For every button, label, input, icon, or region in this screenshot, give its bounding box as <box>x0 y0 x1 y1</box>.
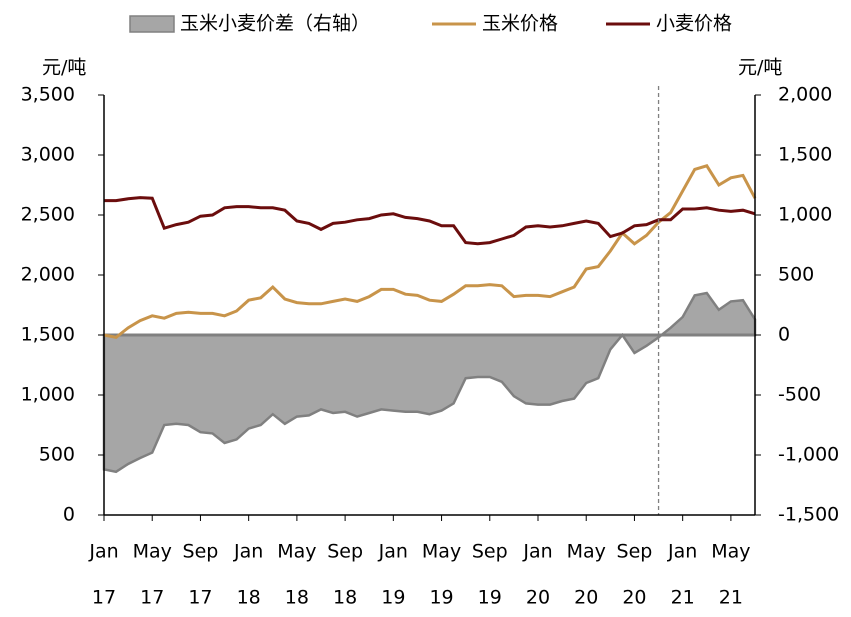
y-tick-label: 1,500 <box>21 324 75 346</box>
y2-tick-label: 1,500 <box>778 144 832 166</box>
line <box>103 164 757 340</box>
y2-unit-label: 元/吨 <box>738 57 782 79</box>
legend-label: 玉米价格 <box>482 13 558 35</box>
x-tick-label: May <box>133 541 172 563</box>
x-tick-label: Sep <box>327 541 363 563</box>
y2-tick-label: 500 <box>778 264 814 286</box>
y-tick-label: 3,000 <box>21 144 75 166</box>
x-tick-year-label: 17 <box>140 587 164 609</box>
x-tick-year-label: 21 <box>671 587 695 609</box>
y2-tick-label: -1,500 <box>778 504 839 526</box>
x-tick-year-label: 17 <box>92 587 116 609</box>
x-tick-label: Jan <box>667 541 697 563</box>
x-tick-year-label: 19 <box>478 587 502 609</box>
y-unit-label: 元/吨 <box>42 57 86 79</box>
x-tick-year-label: 20 <box>574 587 598 609</box>
y-tick-label: 2,500 <box>21 204 75 226</box>
x-tick-year-label: 18 <box>333 587 357 609</box>
y-tick-label: 500 <box>39 444 75 466</box>
legend-label: 玉米小麦价差（右轴） <box>180 13 370 35</box>
x-tick-label: Jan <box>88 541 118 563</box>
y2-tick-label: 2,000 <box>778 84 832 106</box>
x-tick-label: Jan <box>522 541 552 563</box>
x-tick-year-label: 21 <box>719 587 743 609</box>
y-tick-label: 2,000 <box>21 264 75 286</box>
line <box>104 196 756 246</box>
x-tick-year-label: 18 <box>237 587 261 609</box>
y2-tick-label: 1,000 <box>778 204 832 226</box>
legend-label: 小麦价格 <box>656 13 732 35</box>
area <box>102 291 757 474</box>
y2-tick-label: -500 <box>778 384 821 406</box>
legend-swatch <box>129 15 175 33</box>
x-tick-year-label: 17 <box>188 587 212 609</box>
x-tick-label: Jan <box>233 541 263 563</box>
y-tick-label: 3,500 <box>21 84 75 106</box>
x-tick-year-label: 20 <box>622 587 646 609</box>
x-tick-year-label: 19 <box>429 587 453 609</box>
x-tick-label: May <box>277 541 316 563</box>
x-tick-label: Jan <box>378 541 408 563</box>
y2-tick-label: -1,000 <box>778 444 839 466</box>
x-tick-label: May <box>567 541 606 563</box>
y-tick-label: 0 <box>63 504 75 526</box>
x-tick-label: Sep <box>183 541 219 563</box>
y2-tick-label: 0 <box>778 324 790 346</box>
x-tick-label: May <box>711 541 750 563</box>
x-tick-year-label: 18 <box>285 587 309 609</box>
x-tick-year-label: 19 <box>381 587 405 609</box>
x-tick-year-label: 20 <box>526 587 550 609</box>
y-tick-label: 1,000 <box>21 384 75 406</box>
x-tick-label: May <box>422 541 461 563</box>
x-tick-label: Sep <box>472 541 508 563</box>
x-tick-label: Sep <box>617 541 653 563</box>
